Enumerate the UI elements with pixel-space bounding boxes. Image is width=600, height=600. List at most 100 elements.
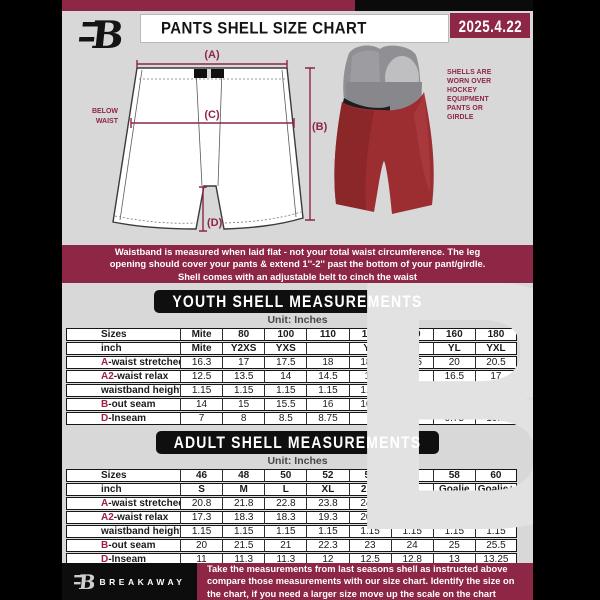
value-cell: 9.5: [390, 412, 433, 425]
value-cell: 1.15: [222, 384, 265, 397]
table-cell: inch: [66, 483, 180, 496]
adult-unit-label: Unit: Inches: [267, 455, 328, 467]
table-cell: 100: [264, 328, 307, 341]
value-cell: 1.15: [306, 525, 349, 538]
row-label: A2-waist relax: [66, 370, 180, 383]
youth-table-body: Sizes Mite 80 100 110 120 140 160 180 inch Mite Y2X…: [66, 328, 517, 425]
table-header-row: inch S M L XL 2XL 3XL Goalie Goalie+: [66, 483, 517, 496]
table-cell: YS: [348, 342, 391, 355]
table-cell: 80: [222, 328, 265, 341]
measure-letter: A2: [101, 371, 114, 382]
table-cell: 56: [390, 469, 433, 482]
youth-heading: YOUTH SHELL MEASUREMENTS: [172, 291, 423, 311]
table-row: A-waist stretched 20.8 21.8 22.8 23.8 24.8 25.…: [66, 497, 517, 510]
value-cell: 23.25: [474, 511, 517, 524]
top-strip-black: [355, 0, 533, 11]
waist-note-line1: 7'' BELOW: [90, 108, 118, 115]
adult-heading: ADULT SHELL MEASUREMENTS: [173, 432, 422, 452]
value-cell: 22.25: [432, 511, 475, 524]
table-cell: 2XL: [348, 483, 391, 496]
title-box: PANTS SHELL SIZE CHART: [140, 14, 449, 43]
value-cell: 20.8: [180, 497, 223, 510]
adult-section: ADULT SHELL MEASUREMENTS Unit: Inches Si…: [62, 431, 533, 567]
measurement-note-banner: Waistband is measured when laid flat - n…: [62, 245, 533, 283]
table-cell: 110: [306, 328, 349, 341]
value-cell: 20: [432, 356, 475, 369]
value-cell: 20.5: [474, 356, 517, 369]
table-row: waistband height 1.15 1.15 1.15 1.15 1.15 1.15…: [66, 384, 517, 397]
value-cell: 17: [474, 370, 517, 383]
label-D: (D): [207, 217, 223, 229]
value-cell: 14: [180, 398, 223, 411]
value-cell: 21: [264, 539, 307, 552]
value-cell: 1.15: [390, 384, 433, 397]
value-cell: 18: [306, 356, 349, 369]
value-cell: 16: [306, 398, 349, 411]
value-cell: 25.8: [390, 497, 433, 510]
value-cell: 25: [432, 539, 475, 552]
table-row: waistband height 1.15 1.15 1.15 1.15 1.15 1.15…: [66, 525, 517, 538]
row-label: D-Inseam: [66, 412, 180, 425]
shell-photo: [334, 45, 434, 214]
adult-table: Sizes 46 48 50 52 54 56 58 60 inch S M L XL 2XL 3XL Goal…: [66, 468, 517, 567]
waist-note-line2: WAIST: [96, 118, 119, 125]
footer-instructions-text: Take the measurements from last seasons …: [207, 564, 515, 599]
table-cell: S: [180, 483, 223, 496]
measure-letter: A: [101, 498, 109, 509]
footer: B BREAKAWAY Take the measurements from l…: [62, 563, 533, 600]
table-cell: Sizes: [66, 328, 180, 341]
value-cell: 15.5: [264, 398, 307, 411]
value-cell: 9: [348, 412, 391, 425]
note-line-2: opening should cover your pants & extend…: [109, 258, 486, 270]
value-cell: 1.15: [432, 525, 475, 538]
value-cell: 17.5: [390, 398, 433, 411]
measure-letter: B: [101, 399, 109, 410]
value-cell: 13.5: [222, 370, 265, 383]
value-cell: 8: [222, 412, 265, 425]
value-cell: 7: [180, 412, 223, 425]
table-cell: M: [222, 483, 265, 496]
table-cell: YXS: [264, 342, 307, 355]
value-cell: 27.75: [474, 497, 517, 510]
value-cell: 18.5: [348, 356, 391, 369]
value-cell: 19.3: [306, 511, 349, 524]
value-cell: 26.75: [432, 497, 475, 510]
value-cell: 8.5: [264, 412, 307, 425]
value-cell: 14: [264, 370, 307, 383]
value-cell: 1.15: [348, 384, 391, 397]
table-cell: Y2XS: [222, 342, 265, 355]
background-watermark-b: B: [343, 204, 533, 600]
value-cell: 24.8: [348, 497, 391, 510]
row-label: waistband height: [66, 384, 180, 397]
table-row: D-Inseam 11 11.3 11.3 12 12.5 12.8 13 13.25: [66, 553, 517, 566]
table-cell: XL: [306, 483, 349, 496]
value-cell: 1.15: [222, 525, 265, 538]
value-cell: 23.8: [306, 497, 349, 510]
table-row: A-waist stretched 16.3 17 17.5 18 18.5 19.5 20 2…: [66, 356, 517, 369]
table-row: A2-waist relax 17.3 18.3 18.3 19.3 20.3 21.3 22…: [66, 511, 517, 524]
table-cell: inch: [66, 342, 180, 355]
table-cell: 120: [348, 328, 391, 341]
adult-table-body: Sizes 46 48 50 52 54 56 58 60 inch S M L XL 2XL 3XL Goal…: [66, 469, 517, 566]
value-cell: 23: [348, 539, 391, 552]
value-cell: 21.3: [390, 511, 433, 524]
table-cell: 48: [222, 469, 265, 482]
measure-letter: D: [101, 413, 109, 424]
table-row: A2-waist relax 12.5 13.5 14 14.5 15 16 16.5 17: [66, 370, 517, 383]
table-cell: 54: [348, 469, 391, 482]
page-title: PANTS SHELL SIZE CHART: [161, 18, 367, 39]
value-cell: 19.5: [390, 356, 433, 369]
table-cell: 46: [180, 469, 223, 482]
value-cell: 1.15: [474, 384, 517, 397]
table-cell: Mite: [180, 342, 223, 355]
youth-heading-banner: YOUTH SHELL MEASUREMENTS: [154, 290, 441, 313]
value-cell: 22.8: [264, 497, 307, 510]
table-cell: Goalie+: [474, 483, 517, 496]
value-cell: 1.15: [264, 384, 307, 397]
table-cell: YM: [390, 342, 433, 355]
row-label: A-waist stretched: [66, 356, 180, 369]
breakaway-logo-icon: B: [78, 12, 124, 57]
label-C: (C): [204, 109, 220, 121]
table-cell: 60: [474, 469, 517, 482]
pants-measurement-diagram: (A) (C) (B) (D) 7'' BELOW WAIST: [90, 49, 328, 232]
